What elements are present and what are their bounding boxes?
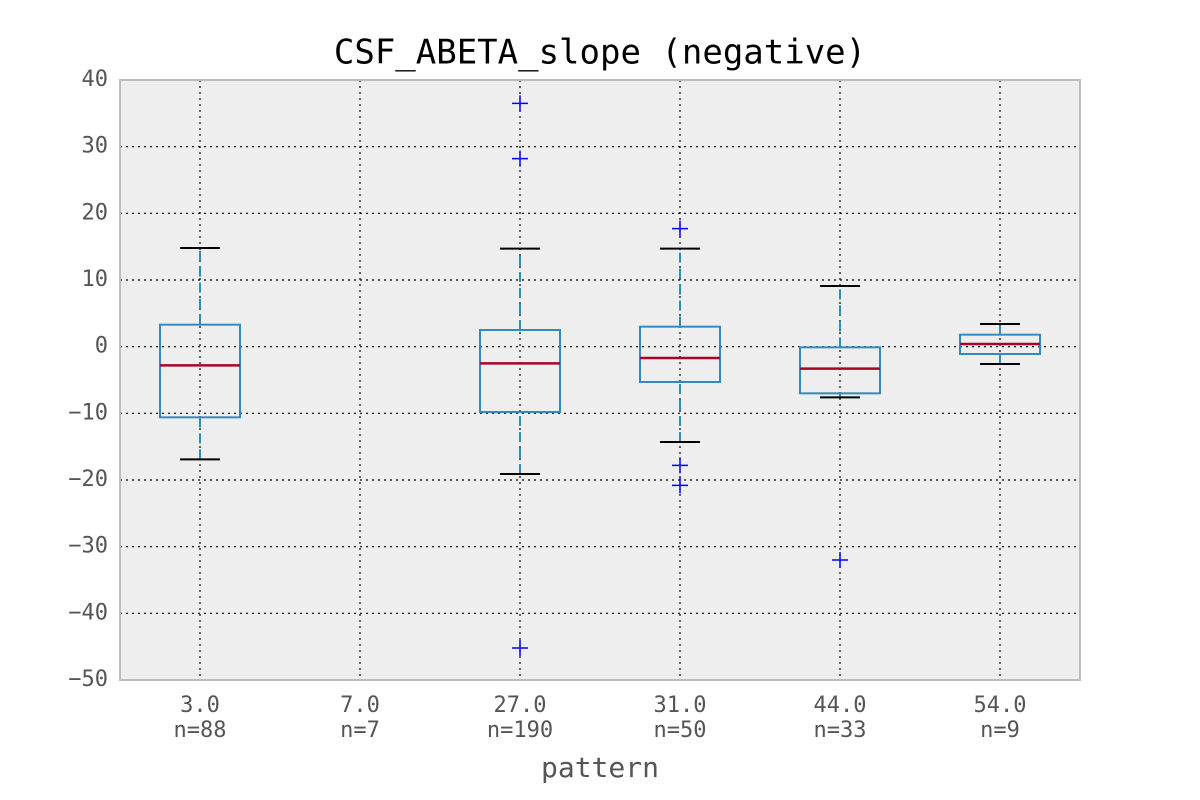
y-tick-label: −40 bbox=[68, 600, 108, 625]
box bbox=[159, 323, 241, 419]
y-tick-label: −10 bbox=[68, 400, 108, 425]
plot-background bbox=[120, 80, 1080, 680]
flier bbox=[512, 95, 528, 112]
box bbox=[639, 325, 721, 383]
plot-frame bbox=[119, 79, 1081, 681]
box bbox=[479, 329, 561, 413]
box bbox=[799, 346, 881, 395]
flier bbox=[512, 640, 528, 656]
x-tick-label: 27.0 bbox=[494, 693, 547, 718]
x-tick-label: 3.0 bbox=[180, 693, 220, 718]
flier bbox=[672, 220, 688, 237]
x-tick-count: n=50 bbox=[654, 718, 707, 743]
flier bbox=[832, 552, 848, 568]
chart-title: CSF_ABETA_slope (negative) bbox=[334, 33, 866, 73]
y-tick-label: 0 bbox=[95, 334, 108, 359]
x-tick-label: 44.0 bbox=[814, 693, 867, 718]
x-tick-count: n=9 bbox=[980, 718, 1020, 743]
y-tick-label: −30 bbox=[68, 534, 108, 559]
x-tick-count: n=33 bbox=[814, 718, 867, 743]
x-tick-count: n=7 bbox=[340, 718, 380, 743]
x-tick-count: n=190 bbox=[487, 718, 553, 743]
flier bbox=[672, 457, 688, 474]
x-axis-label: pattern bbox=[541, 751, 659, 784]
flier bbox=[672, 477, 688, 494]
y-tick-label: 40 bbox=[82, 67, 109, 92]
y-tick-label: 30 bbox=[82, 134, 109, 159]
y-tick-label: −20 bbox=[68, 467, 108, 492]
y-tick-label: −50 bbox=[68, 667, 108, 692]
x-tick-label: 54.0 bbox=[974, 693, 1027, 718]
y-tick-label: 10 bbox=[82, 267, 109, 292]
x-tick-label: 7.0 bbox=[340, 693, 380, 718]
x-tick-label: 31.0 bbox=[654, 693, 707, 718]
flier bbox=[512, 150, 528, 167]
y-tick-label: 20 bbox=[82, 200, 109, 225]
x-tick-count: n=88 bbox=[174, 718, 227, 743]
